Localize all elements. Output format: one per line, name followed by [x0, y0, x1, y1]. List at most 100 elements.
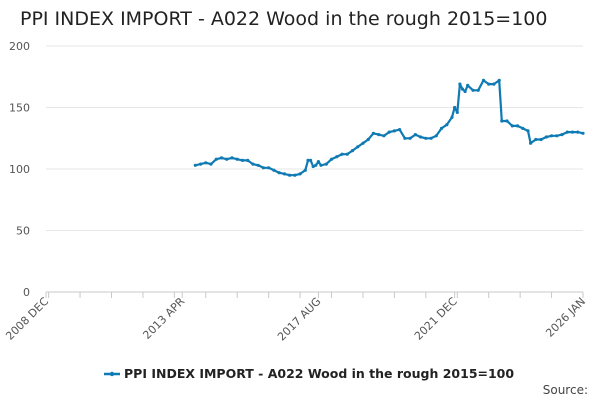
- data-point[interactable]: [492, 82, 496, 86]
- data-point[interactable]: [204, 161, 208, 165]
- data-point[interactable]: [209, 162, 213, 166]
- data-point[interactable]: [458, 82, 462, 86]
- data-point[interactable]: [544, 135, 548, 139]
- data-point[interactable]: [235, 157, 239, 161]
- data-point[interactable]: [319, 163, 323, 167]
- data-point[interactable]: [345, 152, 349, 156]
- data-point[interactable]: [356, 145, 360, 149]
- data-point[interactable]: [225, 157, 229, 161]
- y-tick-label: 200: [9, 40, 30, 53]
- data-point[interactable]: [392, 129, 396, 133]
- data-point[interactable]: [261, 166, 265, 170]
- data-point[interactable]: [314, 163, 318, 167]
- data-point[interactable]: [246, 158, 250, 162]
- grid-lines: [46, 45, 583, 231]
- data-point[interactable]: [219, 156, 224, 160]
- data-point[interactable]: [350, 149, 355, 153]
- data-point[interactable]: [570, 130, 575, 134]
- legend-label: PPI INDEX IMPORT - A022 Wood in the roug…: [124, 366, 514, 381]
- data-point[interactable]: [466, 83, 470, 87]
- series-line[interactable]: [194, 79, 585, 177]
- data-point[interactable]: [581, 131, 585, 135]
- source-label: Source:: [543, 383, 588, 397]
- data-point[interactable]: [529, 141, 533, 145]
- data-point[interactable]: [377, 133, 381, 137]
- y-tick-label: 150: [9, 102, 30, 115]
- data-point[interactable]: [324, 162, 328, 166]
- data-point[interactable]: [214, 157, 218, 161]
- data-point[interactable]: [293, 173, 297, 177]
- data-point[interactable]: [340, 152, 344, 156]
- data-point[interactable]: [199, 162, 203, 166]
- y-tick-label: 50: [16, 225, 30, 238]
- data-point[interactable]: [277, 171, 281, 175]
- data-point[interactable]: [329, 157, 334, 161]
- data-point[interactable]: [193, 163, 197, 167]
- data-point[interactable]: [534, 137, 538, 142]
- data-point[interactable]: [439, 126, 444, 130]
- data-point[interactable]: [510, 124, 514, 128]
- data-point[interactable]: [251, 162, 255, 166]
- data-point[interactable]: [316, 160, 320, 164]
- data-point[interactable]: [256, 163, 260, 167]
- data-point[interactable]: [366, 137, 370, 142]
- data-point[interactable]: [445, 123, 449, 127]
- data-point[interactable]: [521, 126, 525, 130]
- chart-title: PPI INDEX IMPORT - A022 Wood in the roug…: [20, 8, 548, 30]
- data-point[interactable]: [306, 158, 310, 162]
- data-point[interactable]: [565, 130, 569, 134]
- data-point[interactable]: [382, 134, 386, 138]
- data-point[interactable]: [361, 141, 365, 145]
- data-point[interactable]: [282, 172, 286, 176]
- data-point[interactable]: [413, 133, 417, 137]
- data-point[interactable]: [497, 78, 501, 82]
- data-point[interactable]: [515, 124, 520, 128]
- data-point[interactable]: [272, 168, 276, 172]
- data-point[interactable]: [460, 87, 465, 91]
- data-point[interactable]: [267, 166, 271, 170]
- data-point[interactable]: [560, 133, 564, 137]
- legend-marker: [109, 371, 115, 377]
- data-point[interactable]: [526, 129, 530, 133]
- data-point[interactable]: [398, 128, 402, 132]
- data-point[interactable]: [505, 119, 509, 123]
- x-tick-label: 2017 AUG: [275, 295, 324, 344]
- data-point[interactable]: [453, 105, 457, 110]
- data-point[interactable]: [419, 135, 423, 139]
- x-tick-label: 2008 DEC: [3, 295, 51, 343]
- x-tick-label: 2026 JAN: [543, 295, 588, 340]
- data-point[interactable]: [387, 130, 391, 134]
- data-point[interactable]: [429, 136, 433, 140]
- data-point[interactable]: [403, 136, 407, 140]
- data-point[interactable]: [424, 136, 428, 140]
- data-point[interactable]: [487, 82, 491, 86]
- data-point[interactable]: [539, 137, 543, 142]
- x-tick-label: 2013 APR: [140, 295, 187, 342]
- series-layer: [193, 78, 585, 177]
- y-tick-label: 0: [23, 286, 30, 299]
- data-point[interactable]: [576, 130, 580, 134]
- data-point[interactable]: [408, 136, 412, 140]
- data-point[interactable]: [471, 88, 475, 92]
- data-point[interactable]: [311, 164, 315, 169]
- legend[interactable]: PPI INDEX IMPORT - A022 Wood in the roug…: [104, 366, 514, 381]
- data-point[interactable]: [476, 88, 480, 92]
- data-point[interactable]: [335, 155, 339, 159]
- data-point[interactable]: [240, 158, 245, 162]
- data-point[interactable]: [555, 134, 559, 138]
- data-point[interactable]: [434, 134, 438, 138]
- data-point[interactable]: [481, 78, 486, 82]
- data-point[interactable]: [500, 119, 504, 123]
- data-point[interactable]: [303, 168, 307, 172]
- data-point[interactable]: [298, 172, 302, 176]
- data-point[interactable]: [371, 131, 375, 135]
- data-point[interactable]: [450, 115, 454, 119]
- data-point[interactable]: [230, 156, 234, 160]
- data-point[interactable]: [455, 110, 459, 114]
- data-point[interactable]: [309, 158, 313, 162]
- data-point[interactable]: [550, 134, 554, 138]
- data-point[interactable]: [288, 173, 292, 177]
- x-tick-label: 2021 DEC: [412, 295, 460, 343]
- data-point[interactable]: [463, 89, 467, 94]
